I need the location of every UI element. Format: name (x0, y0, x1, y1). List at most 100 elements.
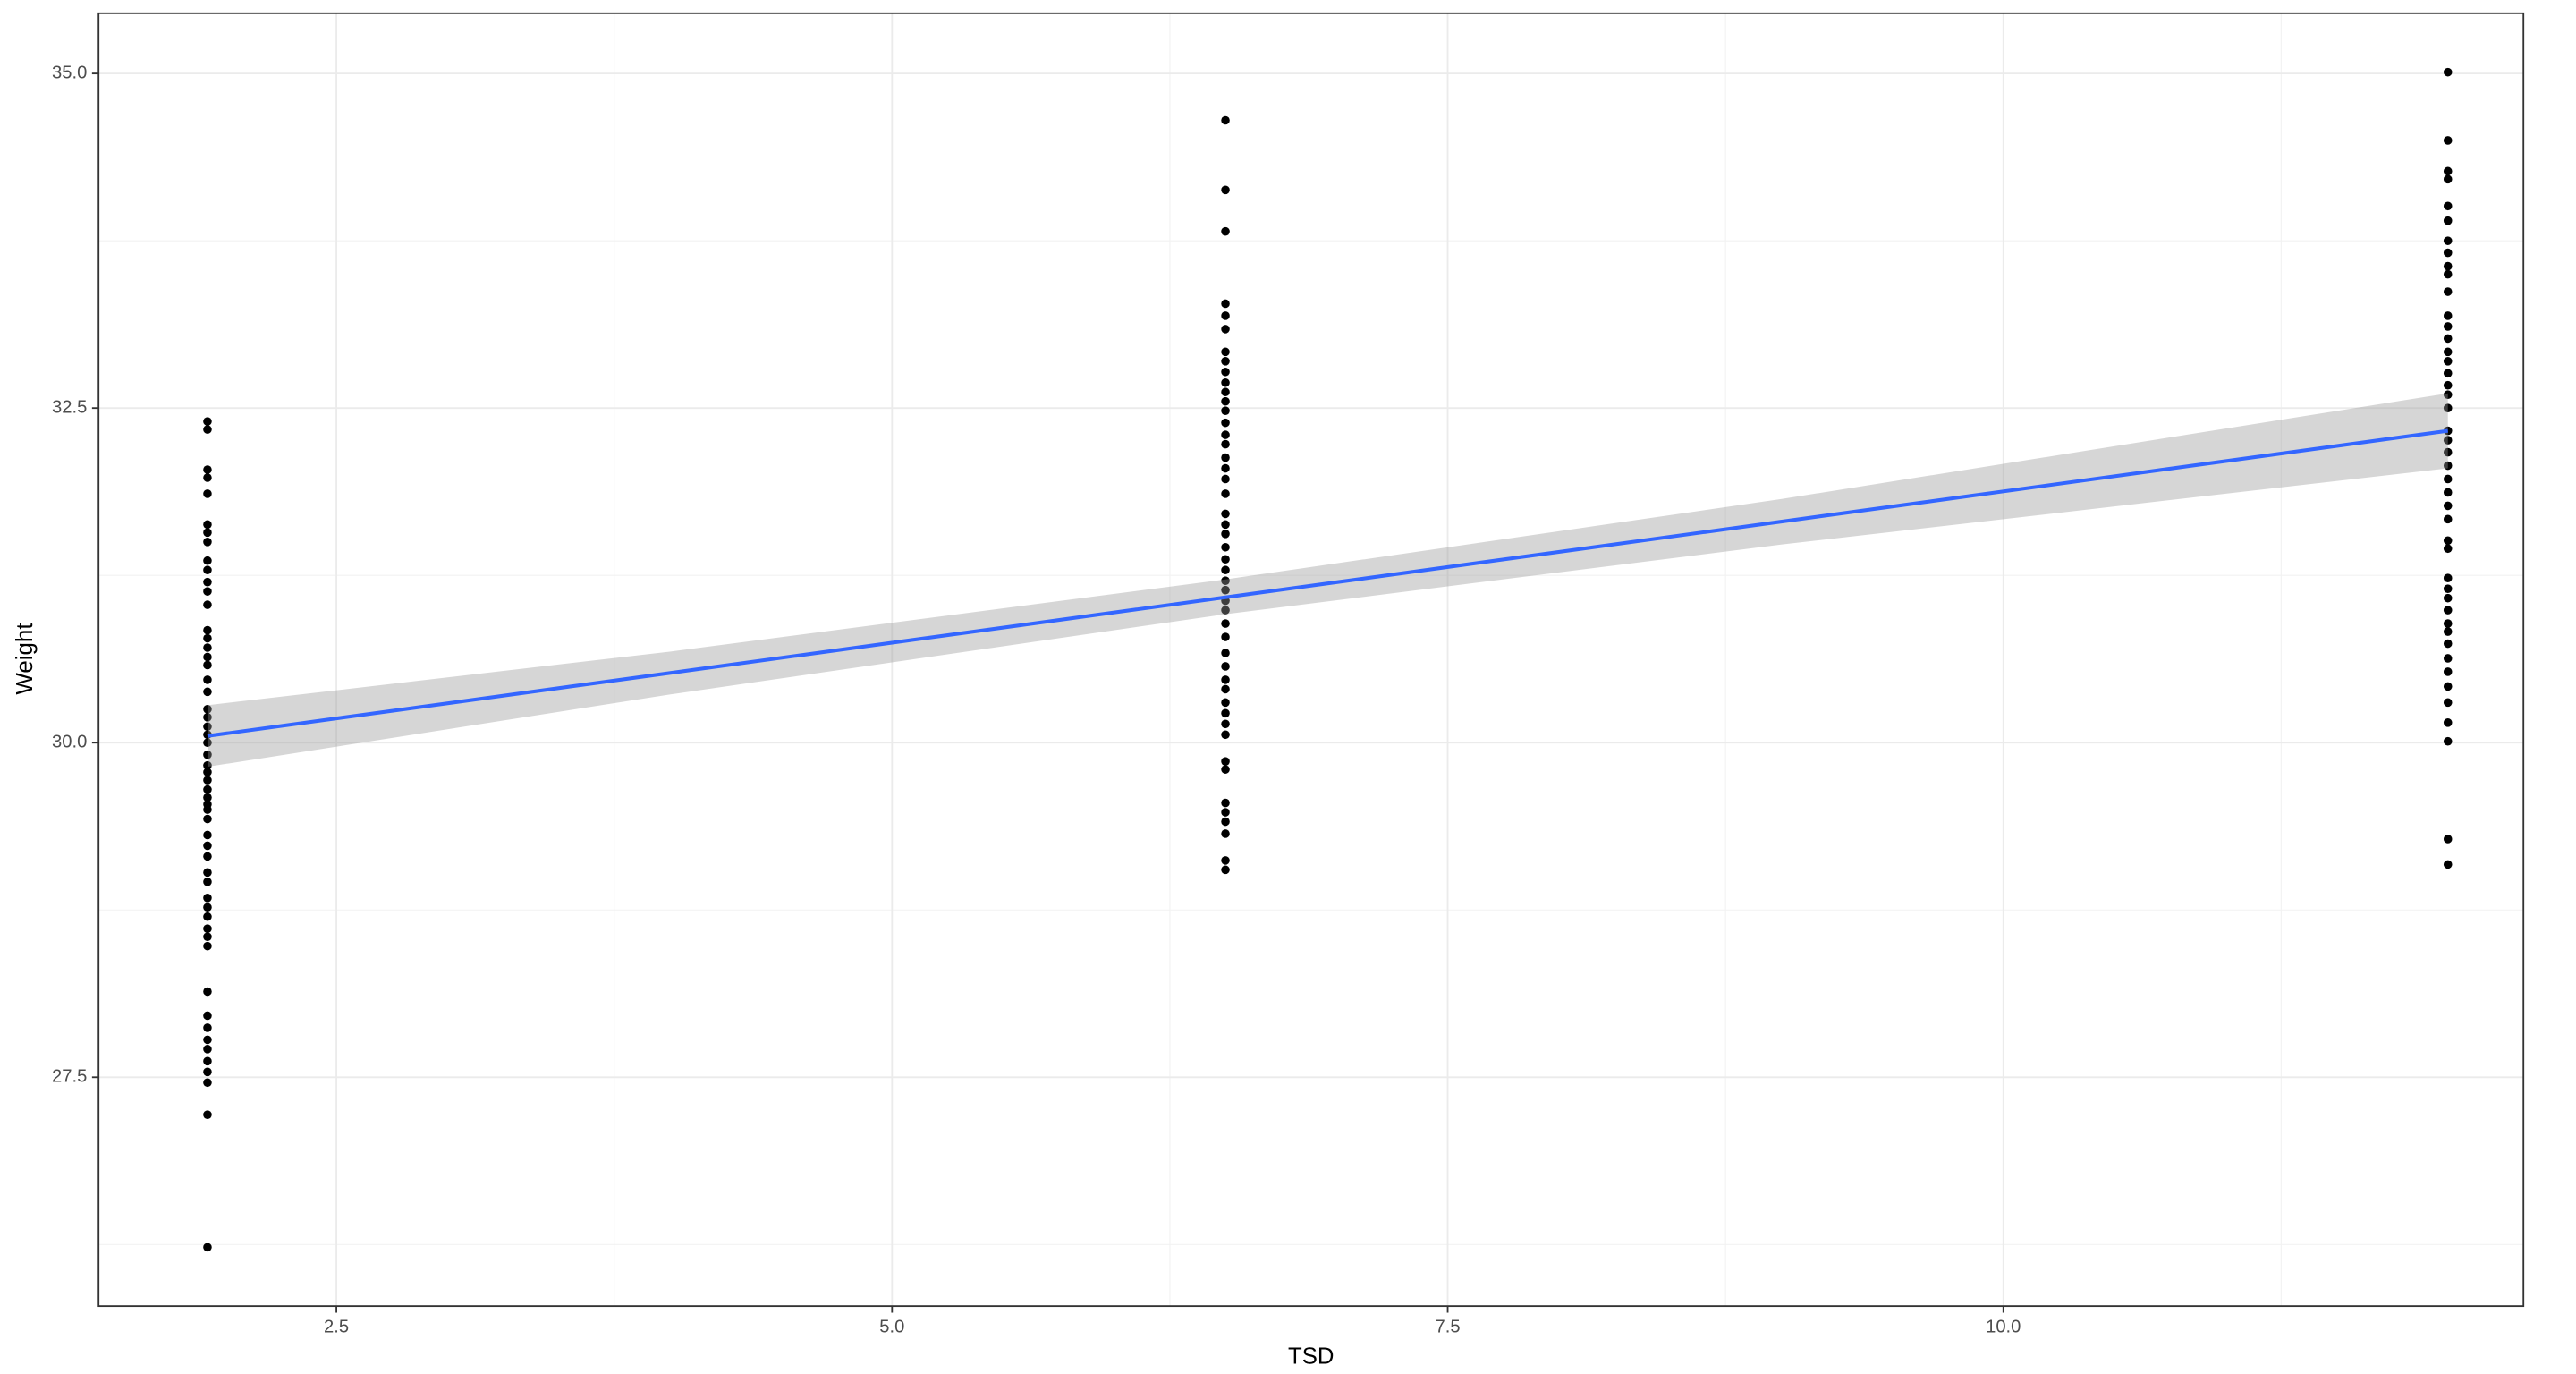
point (203, 893, 212, 903)
point (1221, 396, 1230, 406)
point (203, 1035, 212, 1045)
point (203, 932, 212, 941)
marks (203, 67, 2453, 1252)
point (2443, 322, 2453, 331)
point (1221, 565, 1230, 575)
point (203, 912, 212, 921)
point (1221, 185, 1230, 195)
point (1221, 520, 1230, 530)
point (203, 776, 212, 785)
point (1221, 347, 1230, 357)
point (1221, 453, 1230, 462)
point (2443, 67, 2453, 77)
point (2443, 573, 2453, 583)
point (1221, 299, 1230, 309)
point (203, 652, 212, 662)
point (1221, 698, 1230, 708)
point (2443, 654, 2453, 663)
point (2443, 369, 2453, 378)
point (1221, 357, 1230, 366)
x-tick-label: 10.0 (1986, 1317, 2021, 1336)
point (1221, 311, 1230, 320)
point (2443, 639, 2453, 649)
point (2443, 269, 2453, 279)
point (2443, 357, 2453, 366)
point (2443, 380, 2453, 390)
point (203, 625, 212, 635)
point (1221, 865, 1230, 875)
point (203, 489, 212, 498)
point (1221, 542, 1230, 552)
point (2443, 436, 2453, 445)
point (2443, 584, 2453, 593)
x-axis-title: TSD (1288, 1344, 1334, 1369)
point (1221, 798, 1230, 808)
point (2443, 488, 2453, 497)
point (203, 565, 212, 575)
point (1221, 463, 1230, 473)
point (2443, 136, 2453, 145)
panel-border (97, 12, 2525, 1308)
point (1221, 649, 1230, 657)
point (1221, 530, 1230, 539)
point (2443, 544, 2453, 554)
point (2443, 698, 2453, 708)
point (203, 705, 212, 714)
y-tick-label: 35.0 (52, 63, 87, 82)
point (1221, 489, 1230, 498)
point (1221, 829, 1230, 838)
point (203, 600, 212, 609)
point (2443, 403, 2453, 412)
point (203, 1045, 212, 1054)
point (203, 425, 212, 434)
point (1221, 325, 1230, 334)
point (1221, 730, 1230, 740)
point (203, 417, 212, 426)
point (203, 768, 212, 776)
point (2443, 536, 2453, 546)
x-tick-label: 7.5 (1435, 1317, 1460, 1336)
point (1221, 662, 1230, 671)
point (203, 903, 212, 912)
point (2443, 860, 2453, 869)
y-tick-label: 27.5 (52, 1067, 87, 1087)
point (203, 785, 212, 794)
point (2443, 593, 2453, 603)
y-tick-label: 32.5 (52, 397, 87, 417)
point (203, 473, 212, 482)
point (2443, 835, 2453, 844)
point (203, 814, 212, 824)
point (2443, 347, 2453, 357)
point (203, 868, 212, 878)
point (203, 941, 212, 951)
point (1221, 708, 1230, 718)
point (2443, 216, 2453, 225)
point (1221, 632, 1230, 641)
point (1221, 576, 1230, 586)
point (2443, 174, 2453, 184)
point (203, 675, 212, 684)
x-tick-label: 5.0 (879, 1317, 904, 1336)
point (2443, 606, 2453, 615)
point (1221, 418, 1230, 428)
point (203, 520, 212, 530)
point (1221, 757, 1230, 766)
point (2443, 619, 2453, 628)
point (1221, 817, 1230, 827)
point (1221, 226, 1230, 236)
point (1221, 430, 1230, 439)
point (1221, 439, 1230, 449)
point (203, 841, 212, 851)
point (1221, 387, 1230, 397)
point (203, 465, 212, 474)
point (2443, 248, 2453, 258)
point (203, 1056, 212, 1066)
point (2443, 717, 2453, 727)
point (203, 643, 212, 652)
point (203, 587, 212, 596)
point (1221, 856, 1230, 865)
point (2443, 474, 2453, 484)
ticks: 2.5 5.0 7.5 10.0 27.5 30.0 32.5 35.0 (52, 63, 2021, 1336)
y-axis-title: Weight (13, 623, 38, 694)
